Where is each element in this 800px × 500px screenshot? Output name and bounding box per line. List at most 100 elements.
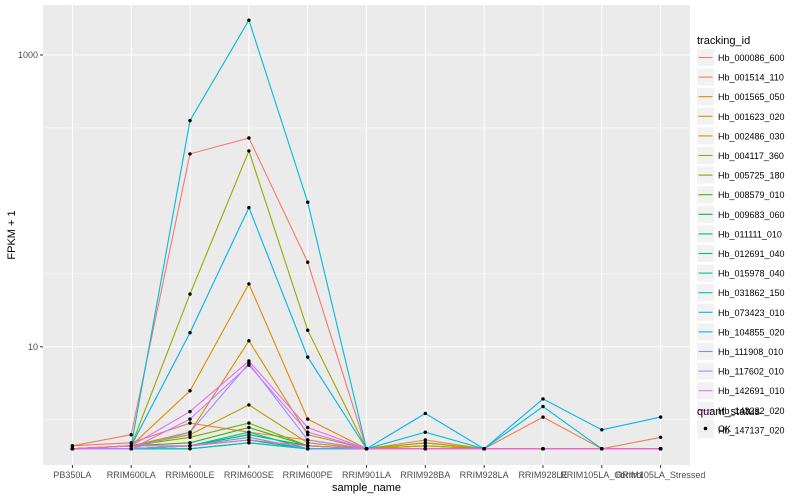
data-point (658, 415, 663, 419)
data-point (423, 430, 427, 434)
data-point (306, 433, 310, 437)
x-tick-label: RRIM928LE (518, 470, 567, 480)
legend-label: Hb_001565_050 (718, 92, 785, 102)
legend-label: Hb_002486_030 (718, 131, 785, 141)
x-axis-title: sample_name (332, 482, 401, 494)
data-point (247, 282, 251, 286)
data-point (188, 389, 192, 393)
legend-label: Hb_005725_180 (718, 171, 785, 181)
legend-label: Hb_008579_010 (718, 190, 785, 200)
data-point (306, 328, 310, 332)
data-point (247, 425, 251, 430)
data-point (188, 331, 192, 335)
legend-label: Hb_001514_110 (718, 73, 784, 83)
legend-label: Hb_031862_150 (718, 288, 785, 298)
legend-label: Hb_104855_020 (718, 327, 785, 337)
data-point (306, 425, 310, 430)
data-point (423, 411, 427, 416)
data-point (482, 447, 486, 451)
data-point (188, 441, 192, 445)
data-point (247, 136, 251, 140)
data-point (306, 444, 310, 448)
x-tick-label: RRIM928BA (400, 470, 450, 480)
point-legend-title: quant_status (697, 406, 760, 418)
data-point (247, 433, 251, 437)
legend-label: Hb_000086_600 (718, 53, 785, 63)
data-point (188, 430, 192, 434)
data-point (188, 447, 192, 451)
x-tick-label: RRIM600LE (166, 470, 215, 480)
x-tick-label: RRIM105LA_Stressed (616, 470, 706, 480)
data-point (423, 441, 427, 445)
data-point (600, 447, 604, 451)
data-point (129, 447, 133, 451)
data-point (247, 441, 251, 445)
legend-label: Hb_147137_020 (718, 425, 785, 435)
y-tick-label: 10 (28, 342, 38, 352)
x-axis: PB350LA RRIM600LA RRIM600LE RRIM600SE RRIM60… (53, 465, 705, 480)
data-point (541, 404, 545, 409)
data-point (306, 355, 310, 359)
x-tick-label: RRIM105LA_Control (560, 470, 643, 480)
x-tick-label: PB350LA (53, 470, 91, 480)
data-point (658, 447, 663, 451)
data-point (423, 438, 427, 442)
y-tick-label: 1000 (18, 50, 38, 60)
data-point (247, 205, 251, 210)
data-point (247, 421, 251, 425)
legend-label: Hb_011111_010 (718, 229, 782, 239)
data-point (247, 403, 251, 407)
x-tick-label: RRIM600PE (283, 470, 333, 480)
data-point (188, 421, 192, 425)
data-point (188, 152, 192, 156)
data-point (188, 417, 192, 421)
legend-label: Hb_004117_360 (718, 151, 784, 161)
legend-label: Hb_073423_010 (718, 308, 785, 318)
data-point (364, 447, 369, 451)
data-point (247, 339, 251, 343)
legend: tracking_id Hb_000086_600Hb_001514_110Hb… (697, 35, 785, 439)
data-point (306, 260, 310, 264)
legend-label: Hb_111908_010 (718, 347, 783, 357)
data-point (658, 435, 663, 439)
y-axis-title: FPKM + 1 (6, 210, 18, 259)
legend-label: Hb_012691_040 (718, 249, 785, 259)
legend-label: Hb_001623_020 (718, 112, 785, 122)
data-point (188, 435, 192, 439)
y-axis: 10 1000 (18, 50, 43, 352)
data-point (247, 438, 251, 442)
data-point (541, 397, 545, 401)
data-point (306, 200, 310, 204)
data-point (306, 417, 310, 421)
x-tick-label: RRIM600SE (224, 470, 274, 480)
data-point (541, 415, 545, 419)
data-point (188, 409, 192, 414)
data-point (188, 444, 192, 448)
legend-label: Hb_117602_010 (718, 367, 784, 377)
data-point (600, 428, 604, 432)
point-legend-marker (703, 426, 708, 431)
data-point (541, 447, 545, 451)
x-tick-label: RRIM600LA (107, 470, 156, 480)
gridlines (43, 5, 690, 465)
data-points (70, 18, 663, 451)
data-point (306, 441, 310, 445)
legend-label: Hb_015978_040 (718, 269, 785, 279)
data-point (70, 447, 75, 451)
data-point (306, 447, 310, 451)
data-point (129, 441, 133, 445)
legend-items: Hb_000086_600 Hb_001514_110 Hb_001565_050 H… (697, 49, 785, 439)
x-tick-label: RRIM928LA (460, 470, 509, 480)
data-point (129, 433, 133, 437)
data-point (129, 444, 133, 448)
data-point (247, 18, 251, 22)
point-legend-label: OK (718, 424, 731, 434)
data-point (423, 444, 427, 448)
x-tick-label: RRIM901LA (342, 470, 391, 480)
data-point (70, 444, 75, 448)
data-point (247, 435, 251, 439)
data-point (247, 363, 251, 367)
legend-title: tracking_id (697, 35, 750, 47)
data-point (247, 430, 251, 434)
legend-label: Hb_142691_010 (718, 386, 785, 396)
